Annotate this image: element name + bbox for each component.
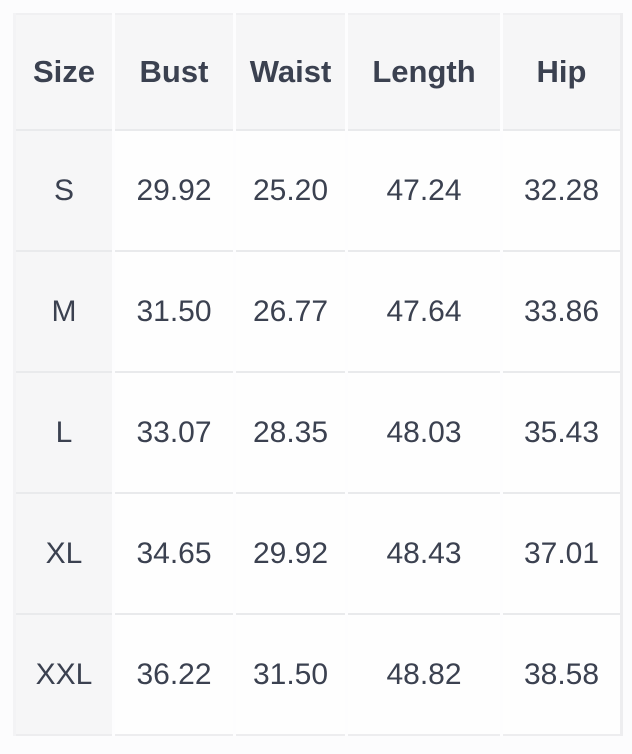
row-label-cell: XXL <box>13 613 115 736</box>
row-label-cell: S <box>13 129 115 252</box>
row-label-cell: L <box>13 371 115 494</box>
header-cell-length: Length <box>345 13 503 131</box>
table-row-l: L 33.07 28.35 48.03 35.43 <box>13 371 623 494</box>
length-value-cell: 47.24 <box>345 129 503 252</box>
waist-value-cell: 29.92 <box>233 492 348 615</box>
header-cell-size: Size <box>13 13 115 131</box>
header-row: Size Bust Waist Length Hip <box>13 13 623 131</box>
waist-value-cell: 25.20 <box>233 129 348 252</box>
hip-value-cell: 35.43 <box>500 371 623 494</box>
bust-value-cell: 36.22 <box>112 613 236 736</box>
length-value-cell: 48.03 <box>345 371 503 494</box>
hip-value-cell: 37.01 <box>500 492 623 615</box>
waist-value-cell: 28.35 <box>233 371 348 494</box>
header-cell-hip: Hip <box>500 13 623 131</box>
waist-value-cell: 31.50 <box>233 613 348 736</box>
table-row-xl: XL 34.65 29.92 48.43 37.01 <box>13 492 623 615</box>
bust-value-cell: 31.50 <box>112 250 236 373</box>
hip-value-cell: 33.86 <box>500 250 623 373</box>
length-value-cell: 47.64 <box>345 250 503 373</box>
table-row-s: S 29.92 25.20 47.24 32.28 <box>13 129 623 252</box>
table-row-xxl: XXL 36.22 31.50 48.82 38.58 <box>13 613 623 736</box>
table-row-m: M 31.50 26.77 47.64 33.86 <box>13 250 623 373</box>
row-label-cell: XL <box>13 492 115 615</box>
bust-value-cell: 33.07 <box>112 371 236 494</box>
row-label-cell: M <box>13 250 115 373</box>
header-cell-bust: Bust <box>112 13 236 131</box>
length-value-cell: 48.82 <box>345 613 503 736</box>
size-chart-table: Size Bust Waist Length Hip S 29.92 25.20… <box>13 13 623 736</box>
header-cell-waist: Waist <box>233 13 348 131</box>
waist-value-cell: 26.77 <box>233 250 348 373</box>
hip-value-cell: 32.28 <box>500 129 623 252</box>
bust-value-cell: 34.65 <box>112 492 236 615</box>
hip-value-cell: 38.58 <box>500 613 623 736</box>
bust-value-cell: 29.92 <box>112 129 236 252</box>
length-value-cell: 48.43 <box>345 492 503 615</box>
